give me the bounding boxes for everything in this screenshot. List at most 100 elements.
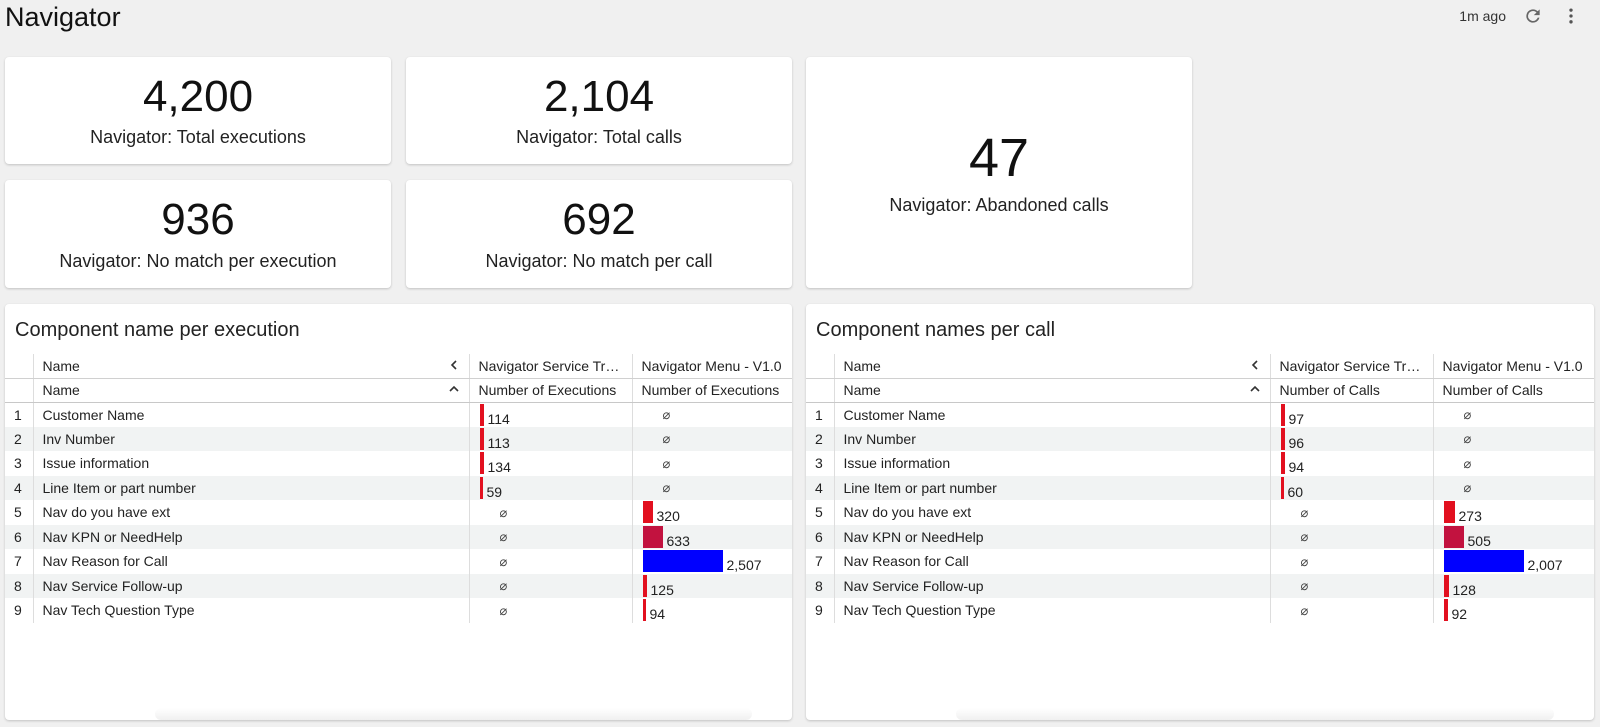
- null-value: ⌀: [499, 578, 508, 594]
- table-row[interactable]: 1 Customer Name 97 ⌀: [806, 402, 1594, 427]
- row-name: Nav do you have ext: [834, 500, 1271, 525]
- group-header-col2[interactable]: Navigator Menu - V1.0: [632, 354, 792, 379]
- value-label: 128: [1452, 581, 1476, 598]
- group-header-name[interactable]: Name: [33, 354, 470, 379]
- value-bar: [479, 476, 483, 499]
- col1-cell: 60: [1270, 475, 1434, 500]
- sort-ascending-icon[interactable]: [1249, 382, 1261, 398]
- null-value: ⌀: [1300, 504, 1309, 520]
- table-row[interactable]: 2 Inv Number 113 ⌀: [5, 426, 792, 451]
- col1-cell: 113: [469, 426, 633, 451]
- row-name: Issue information: [834, 451, 1271, 476]
- column-header-name[interactable]: Name: [834, 378, 1271, 403]
- pivot-table: Name Navigator Service Tra... Navigator …: [5, 354, 792, 623]
- col2-cell: ⌀: [632, 451, 792, 476]
- table-row[interactable]: 8 Nav Service Follow-up ⌀ 125: [5, 573, 792, 598]
- row-name: Nav Reason for Call: [834, 549, 1271, 574]
- table-row[interactable]: 4 Line Item or part number 59 ⌀: [5, 475, 792, 500]
- column-header-col2[interactable]: Number of Executions: [632, 378, 792, 403]
- value-label: 60: [1287, 483, 1304, 500]
- col2-cell: 128: [1433, 573, 1594, 598]
- kpi-card-total-executions: 4,200 Navigator: Total executions: [5, 57, 391, 164]
- null-value: ⌀: [1463, 480, 1472, 496]
- more-vert-icon[interactable]: [1560, 5, 1582, 27]
- row-name: Nav Service Follow-up: [33, 573, 470, 598]
- kpi-label: Navigator: Abandoned calls: [889, 194, 1109, 215]
- row-index: 6: [806, 524, 835, 549]
- value-bar: [642, 550, 723, 573]
- sort-ascending-icon[interactable]: [448, 382, 460, 398]
- kpi-value: 936: [161, 195, 235, 245]
- col1-cell: ⌀: [469, 573, 633, 598]
- col1-cell: ⌀: [1270, 598, 1434, 623]
- table-row[interactable]: 5 Nav do you have ext ⌀ 320: [5, 500, 792, 525]
- pivot-table: Name Navigator Service Tra... Navigator …: [806, 354, 1594, 623]
- kpi-label: Navigator: Total calls: [516, 127, 682, 148]
- row-index: 8: [5, 573, 34, 598]
- group-header-col1[interactable]: Navigator Service Tra...: [1270, 354, 1434, 379]
- value-bar: [1280, 427, 1285, 450]
- table-row[interactable]: 5 Nav do you have ext ⌀ 273: [806, 500, 1594, 525]
- table-row[interactable]: 6 Nav KPN or NeedHelp ⌀ 505: [806, 524, 1594, 549]
- table-row[interactable]: 2 Inv Number 96 ⌀: [806, 426, 1594, 451]
- col2-cell: ⌀: [1433, 402, 1594, 427]
- null-value: ⌀: [662, 407, 671, 422]
- last-updated-text: 1m ago: [1459, 8, 1506, 24]
- value-bar: [642, 574, 647, 597]
- row-index: 6: [5, 524, 34, 549]
- table-row[interactable]: 7 Nav Reason for Call ⌀ 2,007: [806, 549, 1594, 574]
- value-label: 505: [1467, 532, 1491, 549]
- chevron-left-icon[interactable]: [1249, 358, 1261, 374]
- col2-cell: ⌀: [632, 426, 792, 451]
- col2-cell: 2,007: [1433, 549, 1594, 574]
- null-value: ⌀: [499, 529, 508, 545]
- group-header-col2[interactable]: Navigator Menu - V1.0: [1433, 354, 1594, 379]
- table-card-calls: Component names per call Name Navigator …: [806, 304, 1594, 720]
- col2-cell: 125: [632, 573, 792, 598]
- kpi-value: 47: [968, 128, 1030, 189]
- col2-cell: 505: [1433, 524, 1594, 549]
- null-value: ⌀: [1463, 431, 1472, 447]
- null-value: ⌀: [499, 553, 508, 569]
- value-bar: [1280, 403, 1285, 426]
- row-index: 9: [5, 598, 34, 623]
- table-row[interactable]: 6 Nav KPN or NeedHelp ⌀ 633: [5, 524, 792, 549]
- row-name: Nav do you have ext: [33, 500, 470, 525]
- table-title: Component name per execution: [15, 319, 300, 341]
- column-header-col2[interactable]: Number of Calls: [1433, 378, 1594, 403]
- table-row[interactable]: 3 Issue information 94 ⌀: [806, 451, 1594, 476]
- row-name: Inv Number: [834, 426, 1271, 451]
- header-actions: 1m ago: [1459, 5, 1582, 27]
- column-header-col1[interactable]: Number of Calls: [1270, 378, 1434, 403]
- null-value: ⌀: [662, 455, 671, 471]
- value-label: 633: [666, 532, 690, 549]
- row-name: Nav Tech Question Type: [33, 598, 470, 623]
- index-header: [5, 354, 34, 379]
- dashboard-header: Navigator 1m ago: [0, 0, 1600, 38]
- col1-cell: ⌀: [1270, 573, 1434, 598]
- column-header-col1[interactable]: Number of Executions: [469, 378, 633, 403]
- table-row[interactable]: 3 Issue information 134 ⌀: [5, 451, 792, 476]
- col2-cell: 94: [632, 598, 792, 623]
- value-label: 113: [487, 434, 510, 451]
- col2-cell: ⌀: [1433, 451, 1594, 476]
- refresh-icon[interactable]: [1522, 5, 1544, 27]
- chevron-left-icon[interactable]: [448, 358, 460, 374]
- table-row[interactable]: 9 Nav Tech Question Type ⌀ 94: [5, 598, 792, 623]
- table-row[interactable]: 9 Nav Tech Question Type ⌀ 92: [806, 598, 1594, 623]
- col1-cell: ⌀: [469, 524, 633, 549]
- row-index: 5: [806, 500, 835, 525]
- table-row[interactable]: 8 Nav Service Follow-up ⌀ 128: [806, 573, 1594, 598]
- group-header-name[interactable]: Name: [834, 354, 1271, 379]
- table-row[interactable]: 7 Nav Reason for Call ⌀ 2,507: [5, 549, 792, 574]
- table-row[interactable]: 1 Customer Name 114 ⌀: [5, 402, 792, 427]
- null-value: ⌀: [1463, 407, 1472, 422]
- row-index: 5: [5, 500, 34, 525]
- col1-cell: ⌀: [469, 549, 633, 574]
- kpi-value: 2,104: [543, 71, 655, 121]
- column-header-name[interactable]: Name: [33, 378, 470, 403]
- table-row[interactable]: 4 Line Item or part number 60 ⌀: [806, 475, 1594, 500]
- group-header-col1[interactable]: Navigator Service Tra...: [469, 354, 633, 379]
- null-value: ⌀: [1300, 602, 1309, 618]
- kpi-card-no-match-per-execution: 936 Navigator: No match per execution: [5, 180, 391, 288]
